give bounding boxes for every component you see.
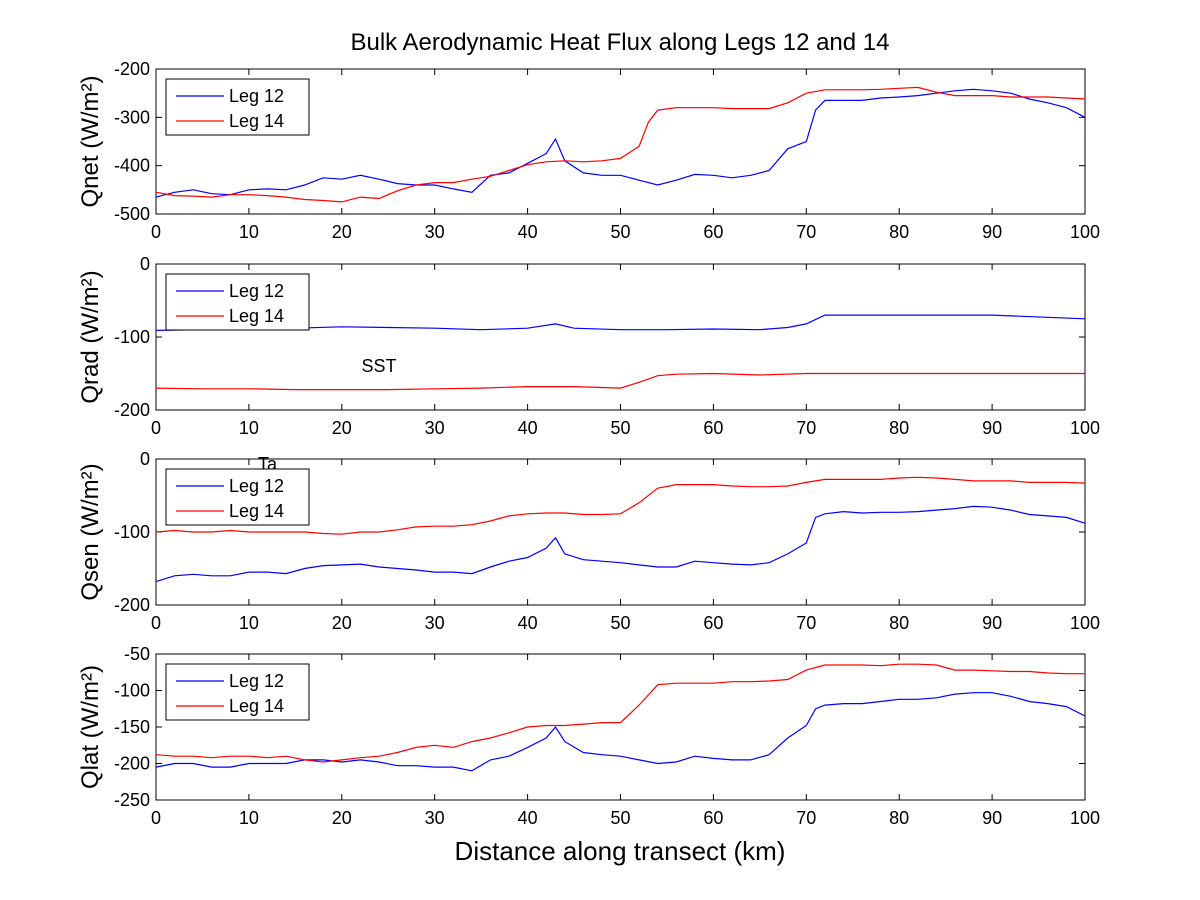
- x-tick-label: 40: [518, 613, 538, 633]
- x-tick-label: 80: [889, 613, 909, 633]
- legend-box: [165, 468, 310, 526]
- x-tick-label: 40: [518, 222, 538, 242]
- series-line-leg-12: [155, 314, 1086, 331]
- y-tick-label: -500: [114, 204, 150, 224]
- y-tick-label: -100: [114, 681, 150, 701]
- x-tick-label: 50: [610, 418, 630, 438]
- x-tick-label: 90: [982, 613, 1002, 633]
- y-tick-label: -200: [114, 595, 150, 615]
- x-tick-label: 20: [332, 418, 352, 438]
- series-line-leg-14: [155, 476, 1086, 535]
- x-tick-label: 100: [1070, 613, 1100, 633]
- x-tick-label: 70: [796, 613, 816, 633]
- x-tick-label: 60: [703, 808, 723, 828]
- y-tick-label: -100: [114, 522, 150, 542]
- x-tick-label: 90: [982, 808, 1002, 828]
- x-tick-label: 70: [796, 808, 816, 828]
- legend-label-leg-14: Leg 14: [229, 501, 284, 521]
- x-tick-label: 40: [518, 808, 538, 828]
- y-tick-label: -150: [114, 717, 150, 737]
- x-tick-label: 30: [425, 418, 445, 438]
- y-tick-label: -400: [114, 156, 150, 176]
- y-tick-label: 0: [140, 449, 150, 469]
- panel-1: 0 10 20 30 40 50 60 70 80 90 100 -200 -300 -400 -500 Qn…: [77, 59, 1100, 242]
- legend-label-leg-14: Leg 14: [229, 306, 284, 326]
- x-tick-label: 50: [610, 613, 630, 633]
- legend: Leg 12 Leg 14: [165, 663, 310, 721]
- x-tick-label: 0: [151, 222, 161, 242]
- y-tick-label: -300: [114, 107, 150, 127]
- legend-label-leg-12: Leg 12: [229, 476, 284, 496]
- legend-label-leg-12: Leg 12: [229, 281, 284, 301]
- x-tick-label: 20: [332, 808, 352, 828]
- panel-3: 0 10 20 30 40 50 60 70 80 90 100 0 -100 -200 Qsen (W/m…: [77, 449, 1100, 633]
- x-tick-label: 40: [518, 418, 538, 438]
- x-tick-label: 0: [151, 613, 161, 633]
- y-axis-label: Qsen (W/m²): [77, 463, 104, 600]
- x-tick-label: 10: [239, 418, 259, 438]
- x-tick-label: 50: [610, 222, 630, 242]
- x-tick-label: 60: [703, 613, 723, 633]
- x-tick-label: 30: [425, 808, 445, 828]
- x-tick-label: 80: [889, 222, 909, 242]
- x-tick-label: 0: [151, 418, 161, 438]
- panel-4: 0 10 20 30 40 50 60 70 80 90 100 -50 -100 -150 -200 -25…: [77, 644, 1100, 828]
- y-tick-label: -200: [114, 400, 150, 420]
- x-tick-label: 100: [1070, 222, 1100, 242]
- series-line-leg-14: [155, 663, 1085, 763]
- x-tick-label: 30: [425, 222, 445, 242]
- series-line-leg-12: [155, 692, 1086, 772]
- x-tick-label: 50: [610, 808, 630, 828]
- y-tick-label: -250: [114, 790, 150, 810]
- x-tick-label: 70: [796, 418, 816, 438]
- y-tick-label: -100: [114, 327, 150, 347]
- x-tick-label: 100: [1070, 808, 1100, 828]
- x-axis-label: Distance along transect (km): [455, 836, 786, 866]
- x-tick-label: 10: [239, 808, 259, 828]
- x-tick-label: 60: [703, 222, 723, 242]
- series-line-leg-14: [155, 86, 1086, 203]
- legend-box: [165, 78, 310, 136]
- x-tick-label: 70: [796, 222, 816, 242]
- x-tick-label: 10: [239, 222, 259, 242]
- legend-box: [165, 663, 310, 721]
- x-tick-label: 90: [982, 418, 1002, 438]
- series-line-leg-12: [155, 505, 1086, 583]
- legend: Leg 12 Leg 14: [165, 273, 310, 331]
- y-axis-label: Qrad (W/m²): [77, 270, 104, 403]
- x-tick-label: 0: [151, 808, 161, 828]
- x-tick-label: 30: [425, 613, 445, 633]
- y-axis-label: Qlat (W/m²): [77, 665, 104, 789]
- x-tick-label: 80: [889, 808, 909, 828]
- x-tick-label: 20: [332, 613, 352, 633]
- y-tick-label: 0: [140, 254, 150, 274]
- y-tick-label: -200: [114, 59, 150, 79]
- legend: Leg 12 Leg 14: [165, 468, 310, 526]
- panel-2: 0 10 20 30 40 50 60 70 80 90 100 0 -100 -200 Qrad (W/m…: [77, 254, 1100, 438]
- y-tick-label: -50: [124, 644, 150, 664]
- y-tick-label: -200: [114, 754, 150, 774]
- legend-label-leg-12: Leg 12: [229, 671, 284, 691]
- x-tick-label: 90: [982, 222, 1002, 242]
- chart-title: Bulk Aerodynamic Heat Flux along Legs 12…: [350, 29, 889, 56]
- legend-label-leg-14: Leg 14: [229, 696, 284, 716]
- panels: 0 10 20 30 40 50 60 70 80 90 100-200-300-400-500Qn…: [77, 59, 1100, 828]
- series-line-leg-12: [155, 88, 1086, 198]
- legend-box: [165, 273, 310, 331]
- y-axis-label: Qnet (W/m²): [77, 76, 104, 208]
- annotation-sst: SST: [361, 356, 396, 376]
- legend-label-leg-14: Leg 14: [229, 111, 284, 131]
- legend-label-leg-12: Leg 12: [229, 86, 284, 106]
- x-tick-label: 100: [1070, 418, 1100, 438]
- series-line-leg-14: [155, 372, 1085, 391]
- legend: Leg 12 Leg 14: [165, 78, 310, 136]
- x-tick-label: 80: [889, 418, 909, 438]
- x-tick-label: 20: [332, 222, 352, 242]
- x-tick-label: 10: [239, 613, 259, 633]
- x-tick-label: 60: [703, 418, 723, 438]
